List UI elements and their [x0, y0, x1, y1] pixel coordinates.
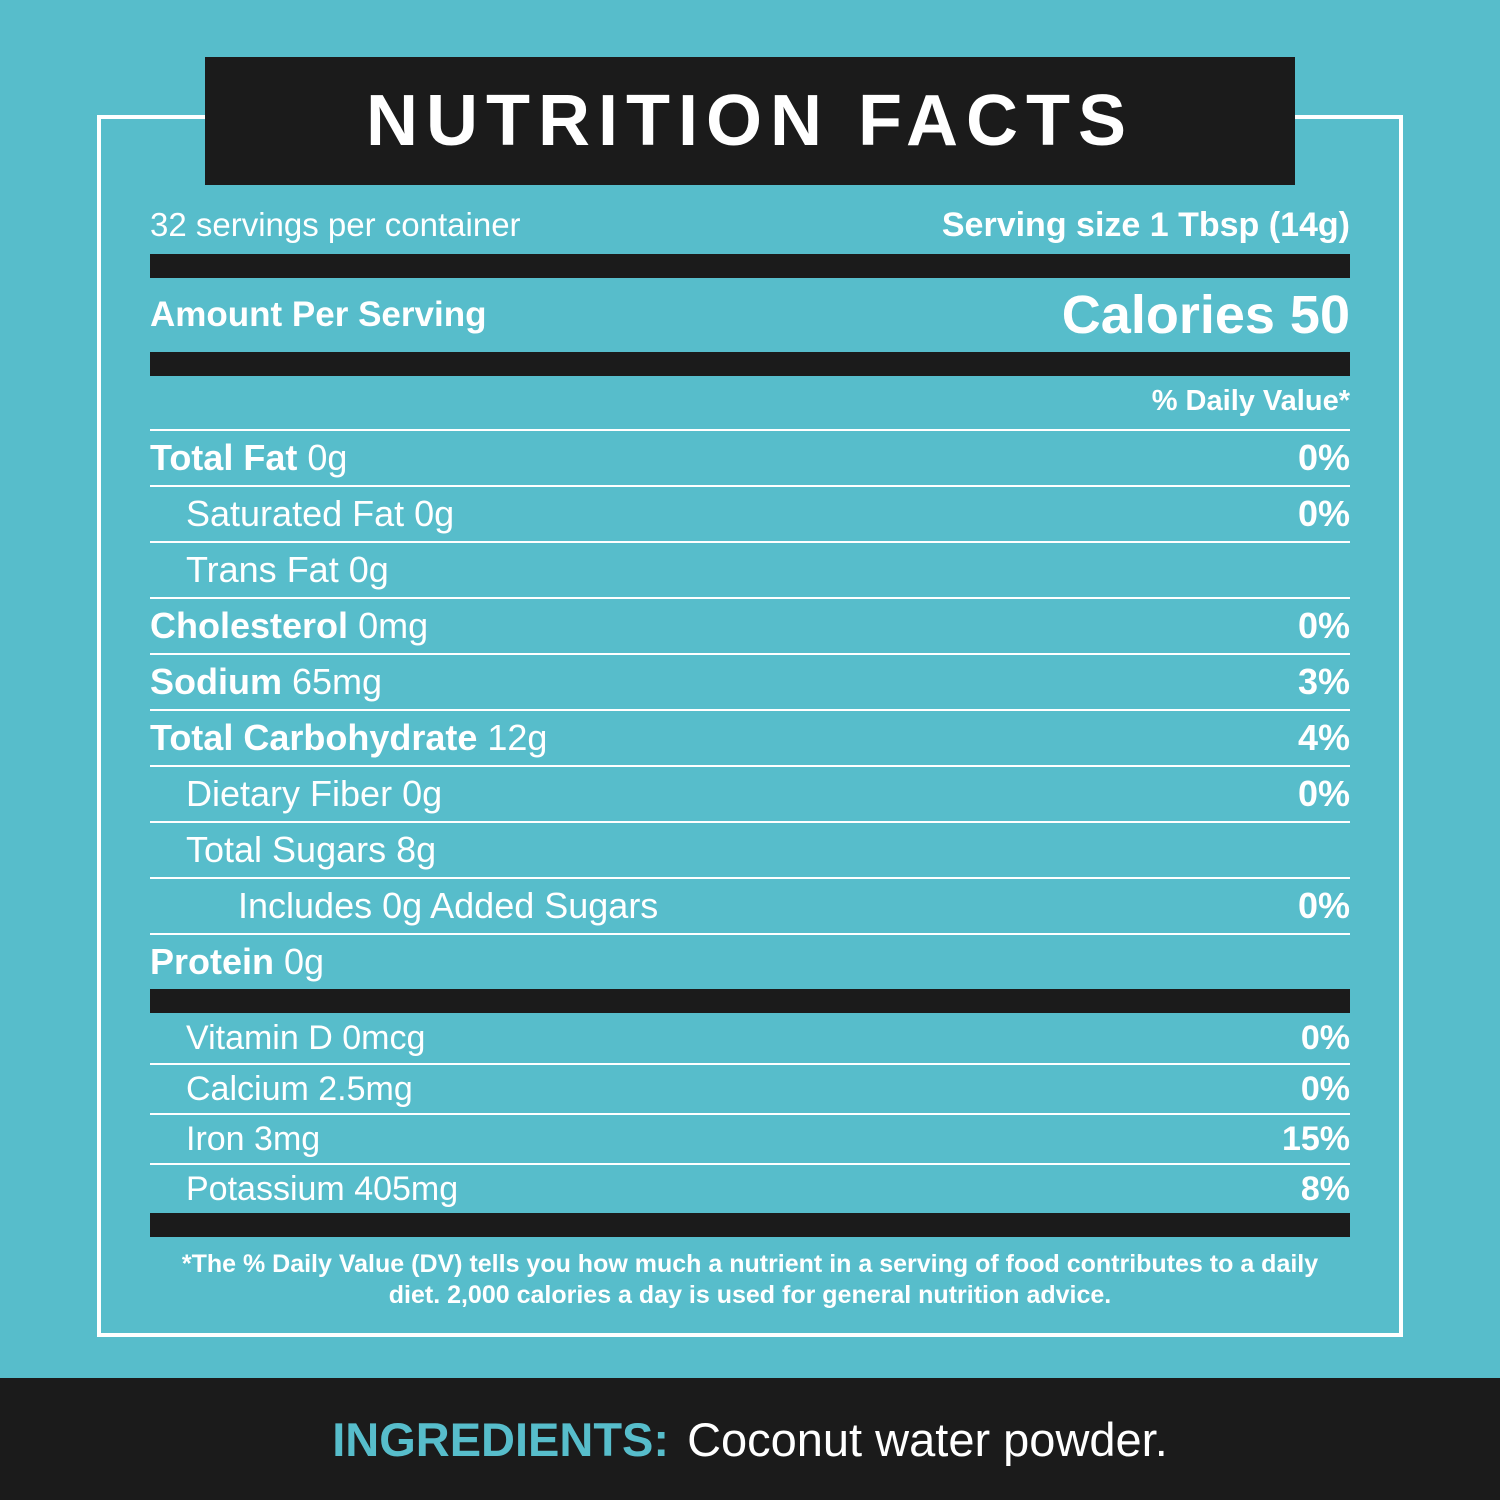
ingredients-label: INGREDIENTS:: [332, 1412, 670, 1466]
daily-value-footnote: *The % Daily Value (DV) tells you how mu…: [181, 1250, 1319, 1310]
nutrient-text: Trans Fat 0g: [186, 549, 389, 591]
nutrient-text: Vitamin D 0mcg: [186, 1019, 425, 1058]
nutrient-row-saturated-fat: Saturated Fat 0g 0%: [150, 485, 1350, 541]
nutrient-amount: 0g: [402, 773, 443, 814]
nutrient-text: Protein 0g: [150, 941, 324, 983]
ingredients-band: INGREDIENTS: Coconut water powder.: [0, 1378, 1500, 1500]
nutrient-dv: 0%: [1297, 437, 1350, 478]
nutrient-row-total-carbohydrate: Total Carbohydrate 12g 4%: [150, 709, 1350, 765]
nutrient-text: Total Carbohydrate 12g: [150, 717, 547, 759]
nutrient-dv: 0%: [1297, 885, 1350, 926]
nutrient-amount: 12g: [487, 717, 548, 758]
nutrient-row-added-sugars: Includes 0g Added Sugars 0%: [150, 877, 1350, 933]
calories-row: Amount Per Serving Calories 50: [150, 278, 1350, 352]
nutrient-name: Total Fat: [150, 437, 298, 478]
nutrient-dv: 0%: [1300, 1069, 1350, 1108]
nutrient-name: Vitamin D: [186, 1018, 333, 1057]
daily-value-header: % Daily Value*: [1151, 385, 1350, 417]
nutrient-name: Total Carbohydrate: [150, 717, 478, 758]
nutrient-amount: 0g: [284, 941, 325, 982]
label-title: NUTRITION FACTS: [366, 81, 1134, 161]
nutrient-text: Potassium 405mg: [186, 1170, 458, 1209]
nutrient-dv: 0%: [1297, 605, 1350, 646]
divider-bar-thick: [150, 254, 1350, 278]
nutrient-text: Sodium 65mg: [150, 661, 382, 703]
amount-per-serving-label: Amount Per Serving: [150, 295, 487, 334]
servings-row: 32 servings per container Serving size 1…: [150, 198, 1350, 254]
nutrient-text: Saturated Fat 0g: [186, 493, 454, 535]
nutrient-amount: 2.5mg: [318, 1069, 413, 1108]
nutrient-row-total-sugars: Total Sugars 8g: [150, 821, 1350, 877]
divider-bar-thick: [150, 1213, 1350, 1237]
divider-bar-thick: [150, 352, 1350, 376]
nutrient-text: Cholesterol 0mg: [150, 605, 428, 647]
label-title-bar: NUTRITION FACTS: [205, 57, 1295, 185]
nutrient-name: Trans Fat: [186, 549, 339, 590]
nutrient-dv: 15%: [1281, 1119, 1350, 1158]
nutrient-dv: 4%: [1297, 717, 1350, 758]
micronutrient-row-calcium: Calcium 2.5mg 0%: [150, 1063, 1350, 1113]
nutrient-dv: 0%: [1300, 1018, 1350, 1057]
serving-size: Serving size 1 Tbsp (14g): [942, 206, 1350, 245]
divider-bar-thick: [150, 989, 1350, 1013]
nutrient-name: Potassium: [186, 1169, 345, 1208]
nutrient-text: Dietary Fiber 0g: [186, 773, 442, 815]
nutrient-name: Sodium: [150, 661, 282, 702]
micronutrient-row-iron: Iron 3mg 15%: [150, 1113, 1350, 1163]
nutrient-dv: 8%: [1300, 1169, 1350, 1208]
nutrient-amount: 0mcg: [342, 1018, 426, 1057]
nutrient-row-sodium: Sodium 65mg 3%: [150, 653, 1350, 709]
nutrient-name: Includes 0g Added Sugars: [238, 885, 659, 926]
nutrient-amount: 65mg: [292, 661, 383, 702]
calories-value: 50: [1289, 285, 1350, 345]
calories: Calories 50: [1062, 284, 1350, 346]
nutrient-amount: 3mg: [254, 1119, 321, 1158]
nutrient-name: Total Sugars: [186, 829, 387, 870]
nutrient-amount: 8g: [396, 829, 437, 870]
nutrient-amount: 0g: [307, 437, 348, 478]
nutrient-name: Protein: [150, 941, 275, 982]
serving-size-value: 1 Tbsp (14g): [1149, 206, 1350, 244]
servings-per-container: 32 servings per container: [150, 206, 521, 243]
nutrient-name: Calcium: [186, 1069, 309, 1108]
nutrient-text: Calcium 2.5mg: [186, 1070, 413, 1109]
nutrient-text: Total Fat 0g: [150, 437, 347, 479]
nutrient-name: Dietary Fiber: [186, 773, 393, 814]
nutrient-text: Includes 0g Added Sugars: [238, 885, 658, 927]
ingredients-value: Coconut water powder.: [687, 1412, 1168, 1466]
nutrient-name: Saturated Fat: [186, 493, 405, 534]
serving-size-label: Serving size: [941, 206, 1141, 244]
nutrient-amount: 0g: [348, 549, 389, 590]
nutrient-row-protein: Protein 0g: [150, 933, 1350, 989]
nutrient-amount: 405mg: [354, 1169, 459, 1208]
nutrient-amount: 0g: [414, 493, 455, 534]
nutrient-row-cholesterol: Cholesterol 0mg 0%: [150, 597, 1350, 653]
label-content: 32 servings per container Serving size 1…: [150, 198, 1350, 1312]
nutrient-name: Cholesterol: [150, 605, 349, 646]
nutrient-dv: 3%: [1297, 661, 1350, 702]
micronutrient-row-potassium: Potassium 405mg 8%: [150, 1163, 1350, 1213]
nutrient-row-total-fat: Total Fat 0g 0%: [150, 429, 1350, 485]
nutrient-dv: 0%: [1297, 493, 1350, 534]
nutrient-text: Total Sugars 8g: [186, 829, 436, 871]
nutrient-text: Iron 3mg: [186, 1120, 320, 1159]
calories-label: Calories: [1061, 285, 1275, 345]
nutrient-name: Iron: [186, 1119, 245, 1158]
nutrient-row-dietary-fiber: Dietary Fiber 0g 0%: [150, 765, 1350, 821]
nutrient-amount: 0mg: [358, 605, 429, 646]
nutrient-dv: 0%: [1297, 773, 1350, 814]
nutrient-row-trans-fat: Trans Fat 0g: [150, 541, 1350, 597]
micronutrient-row-vitamin-d: Vitamin D 0mcg 0%: [150, 1013, 1350, 1063]
